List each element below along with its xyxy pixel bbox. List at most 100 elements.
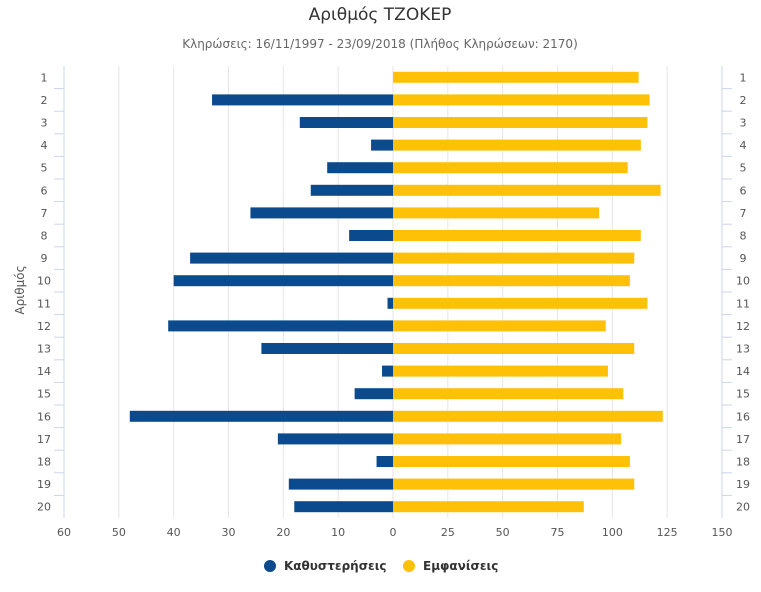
- category-label-left: 17: [37, 433, 51, 446]
- category-label-left: 14: [37, 365, 51, 378]
- bar-appearance[interactable]: [393, 343, 635, 354]
- category-label-left: 5: [41, 162, 48, 175]
- bar-appearance[interactable]: [393, 410, 663, 422]
- category-label-right: 18: [736, 456, 750, 469]
- bar-delay[interactable]: [168, 320, 393, 332]
- category-label-left: 20: [37, 501, 51, 514]
- bar-appearance[interactable]: [393, 117, 648, 128]
- bar-delay[interactable]: [299, 117, 393, 128]
- bar-appearance[interactable]: [393, 501, 584, 513]
- bar-appearance[interactable]: [393, 388, 624, 400]
- bar-appearance[interactable]: [393, 207, 600, 219]
- x-tick-label-left: 60: [57, 526, 71, 539]
- bar-delay[interactable]: [294, 501, 393, 513]
- x-tick-label-left: 50: [112, 526, 126, 539]
- bar-delay[interactable]: [354, 388, 393, 400]
- bar-delay[interactable]: [310, 184, 393, 196]
- bar-delay[interactable]: [261, 343, 393, 354]
- category-label-right: 5: [740, 162, 747, 175]
- legend-label[interactable]: Καθυστερήσεις: [284, 559, 387, 573]
- category-label-left: 9: [41, 252, 48, 265]
- legend-marker[interactable]: [403, 560, 415, 572]
- bar-delay[interactable]: [277, 433, 393, 445]
- bar-appearance[interactable]: [393, 320, 606, 332]
- category-label-left: 11: [37, 297, 51, 310]
- bar-delay[interactable]: [349, 230, 393, 241]
- bar-appearance[interactable]: [393, 275, 630, 287]
- bar-delay[interactable]: [371, 139, 393, 151]
- legend-label[interactable]: Εμφανίσεις: [423, 559, 498, 573]
- bar-appearance[interactable]: [393, 456, 630, 467]
- bar-appearance[interactable]: [393, 478, 635, 490]
- bar-delay[interactable]: [376, 456, 393, 467]
- bar-delay[interactable]: [129, 410, 394, 422]
- category-label-right: 3: [740, 117, 747, 130]
- category-label-left: 2: [41, 94, 48, 107]
- bar-appearance[interactable]: [393, 297, 648, 309]
- bar-appearance[interactable]: [393, 94, 650, 106]
- x-tick-label-right: 25: [441, 526, 455, 539]
- bar-delay[interactable]: [387, 297, 393, 309]
- category-label-right: 20: [736, 501, 750, 514]
- bar-delay[interactable]: [382, 365, 393, 377]
- category-label-right: 6: [740, 184, 747, 197]
- x-tick-label-right: 150: [712, 526, 733, 539]
- bar-delay[interactable]: [212, 94, 393, 106]
- chart-title: Αριθμός ΤΖΟΚΕΡ: [309, 5, 452, 25]
- category-label-right: 2: [740, 94, 747, 107]
- x-tick-label-right: 75: [551, 526, 565, 539]
- x-tick-label-left: 30: [222, 526, 236, 539]
- bar-appearance[interactable]: [393, 184, 661, 196]
- x-tick-label-left: 20: [276, 526, 290, 539]
- category-label-right: 13: [736, 343, 750, 356]
- bar-delay[interactable]: [173, 275, 393, 287]
- category-label-right: 7: [740, 207, 747, 220]
- category-label-left: 10: [37, 275, 51, 288]
- category-label-left: 15: [37, 388, 51, 401]
- x-tick-label-left: 10: [331, 526, 345, 539]
- category-label-right: 9: [740, 252, 747, 265]
- category-label-right: 4: [740, 139, 747, 152]
- x-tick-label-right: 0: [390, 526, 397, 539]
- category-label-right: 19: [736, 478, 750, 491]
- category-label-left: 8: [41, 230, 48, 243]
- category-label-right: 17: [736, 433, 750, 446]
- x-tick-label-right: 100: [602, 526, 623, 539]
- bar-appearance[interactable]: [393, 433, 622, 445]
- bar-appearance[interactable]: [393, 365, 608, 377]
- bar-delay[interactable]: [327, 162, 393, 174]
- category-label-left: 1: [41, 71, 48, 84]
- x-tick-label-left: 40: [167, 526, 181, 539]
- category-label-right: 10: [736, 275, 750, 288]
- category-label-left: 4: [41, 139, 48, 152]
- bar-appearance[interactable]: [393, 252, 635, 264]
- bar-appearance[interactable]: [393, 162, 628, 174]
- y-axis-title: Αριθμός: [13, 265, 27, 314]
- category-label-right: 1: [740, 71, 747, 84]
- bar-delay[interactable]: [190, 252, 393, 264]
- category-label-left: 19: [37, 478, 51, 491]
- category-label-right: 12: [736, 320, 750, 333]
- bars: [129, 71, 663, 513]
- grid-lines: [63, 66, 723, 518]
- bar-delay[interactable]: [250, 207, 393, 219]
- bar-appearance[interactable]: [393, 139, 641, 151]
- category-label-right: 16: [736, 410, 750, 423]
- category-label-right: 8: [740, 230, 747, 243]
- chart-subtitle: Κληρώσεις: 16/11/1997 - 23/09/2018 (Πλήθ…: [182, 37, 578, 51]
- category-label-left: 7: [41, 207, 48, 220]
- category-label-right: 14: [736, 365, 750, 378]
- category-label-left: 6: [41, 184, 48, 197]
- bar-appearance[interactable]: [393, 230, 641, 241]
- x-tick-label-right: 50: [496, 526, 510, 539]
- bar-delay[interactable]: [288, 478, 393, 490]
- bar-appearance[interactable]: [393, 71, 639, 83]
- category-label-left: 13: [37, 343, 51, 356]
- x-tick-label-right: 125: [657, 526, 678, 539]
- legend-marker[interactable]: [264, 560, 276, 572]
- legend: Καθυστερήσεις Εμφανίσεις: [264, 559, 498, 573]
- category-label-left: 3: [41, 117, 48, 130]
